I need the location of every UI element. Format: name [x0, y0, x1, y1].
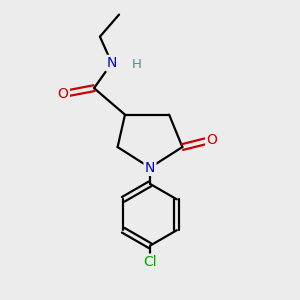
Text: O: O: [58, 87, 69, 101]
Text: N: N: [145, 161, 155, 175]
Text: H: H: [132, 58, 142, 71]
Text: O: O: [206, 133, 217, 147]
Text: N: N: [106, 56, 117, 70]
Text: Cl: Cl: [143, 255, 157, 269]
